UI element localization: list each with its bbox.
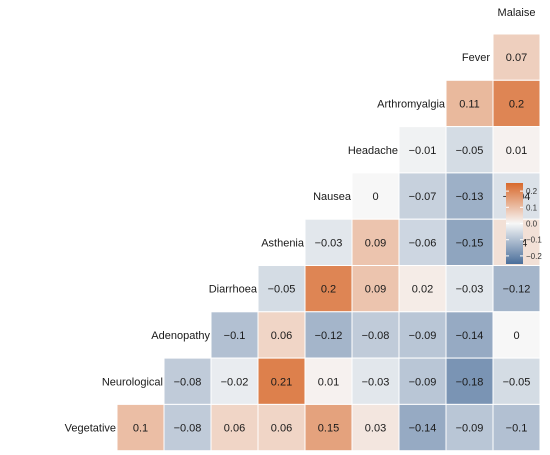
cell-value-label: −0.01 [409, 145, 437, 157]
legend-tick-label: 0.0 [526, 220, 538, 229]
cell-value-label: −0.12 [503, 284, 531, 296]
heatmap-cell [351, 403, 400, 452]
row-label-adenopathy: Adenopathy [151, 330, 210, 342]
heatmap-cell [445, 403, 494, 452]
row-labels: Fever Arthromyalgia Headache Nausea Asthenia… [65, 7, 536, 435]
cell-value-label: 0.2 [509, 98, 524, 110]
cell-value-label: −0.05 [456, 145, 484, 157]
cell-value-label: 0.01 [318, 376, 339, 388]
cell-value-label: 0 [372, 191, 378, 203]
cell-value-label: 0 [513, 330, 519, 342]
cell-value-label: −0.13 [456, 191, 484, 203]
heatmap-cell [445, 265, 494, 313]
cell-value-label: −0.06 [409, 237, 437, 249]
heatmap-cell [492, 265, 541, 313]
cell-value-label: −0.15 [456, 237, 484, 249]
cell-value-label: 0.11 [459, 98, 480, 110]
cell-value-label: −0.09 [456, 423, 484, 435]
heatmap-cell [398, 357, 447, 405]
cell-value-label: 0.06 [224, 423, 245, 435]
legend-tick-label: −0.1 [526, 236, 542, 245]
cell-value-label: −0.03 [456, 284, 484, 296]
row-label-headache: Headache [348, 145, 398, 157]
cell-value-label: −0.08 [174, 376, 202, 388]
cell-value-label: −0.03 [315, 237, 343, 249]
heatmap-cell [210, 311, 259, 359]
cell-value-label: −0.1 [506, 423, 528, 435]
heatmap-cell [492, 126, 541, 174]
cell-value-label: 0.2 [321, 284, 336, 296]
heatmap-cell [351, 218, 400, 266]
cell-value-label: −0.12 [315, 330, 343, 342]
row-label-arthromyalgia: Arthromyalgia [377, 98, 446, 110]
row-label-diarrhoea: Diarrhoea [209, 284, 258, 296]
cell-value-label: 0.01 [506, 145, 527, 157]
legend-tick-label: −0.2 [526, 252, 542, 261]
heatmap-cell [398, 403, 447, 452]
heatmap-cell [492, 79, 541, 128]
cell-value-label: −0.1 [224, 330, 246, 342]
cell-value-label: 0.06 [271, 330, 292, 342]
heatmap-cell [163, 357, 212, 405]
cell-value-label: 0.02 [412, 284, 433, 296]
heatmap-cell [492, 357, 541, 405]
heatmap-cell [163, 403, 212, 452]
heatmap-cells: 0.07 0.11 0.2 −0.01 −0.05 0.01 0 −0.07 −0.13 −0.0… [116, 33, 541, 452]
heatmap-cell [398, 218, 447, 266]
cell-value-label: 0.07 [506, 52, 527, 64]
cell-value-label: 0.09 [365, 284, 386, 296]
cell-value-label: 0.21 [271, 376, 292, 388]
heatmap-cell [398, 172, 447, 220]
cell-value-label: 0.15 [318, 423, 339, 435]
cell-value-label: −0.05 [268, 284, 296, 296]
heatmap-cell [492, 311, 541, 359]
cell-value-label: −0.14 [409, 423, 437, 435]
row-label-fever: Fever [462, 52, 490, 64]
cell-value-label: −0.09 [409, 376, 437, 388]
heatmap-cell [492, 33, 541, 81]
row-label-nausea: Nausea [313, 191, 352, 203]
heatmap-cell [398, 311, 447, 359]
row-label-vegetative: Vegetative [65, 423, 116, 435]
cell-value-label: 0.06 [271, 423, 292, 435]
top-label-malaise: Malaise [498, 7, 536, 19]
cell-value-label: −0.05 [503, 376, 531, 388]
cell-value-label: −0.02 [221, 376, 249, 388]
heatmap-cell [492, 403, 541, 452]
cell-value-label: −0.09 [409, 330, 437, 342]
cell-value-label: 0.1 [133, 423, 148, 435]
row-label-neurological: Neurological [102, 376, 163, 388]
legend-color-bar [506, 183, 523, 264]
cell-value-label: −0.08 [362, 330, 390, 342]
cell-value-label: −0.07 [409, 191, 437, 203]
heatmap-cell [445, 79, 494, 128]
cell-value-label: −0.14 [456, 330, 484, 342]
legend-tick-label: 0.2 [526, 187, 538, 196]
cell-value-label: 0.03 [365, 423, 386, 435]
color-legend: 0.2 0.1 0.0 −0.1 −0.2 [506, 183, 542, 264]
heatmap-cell [257, 403, 306, 452]
legend-tick-label: 0.1 [526, 203, 538, 212]
heatmap-cell [398, 265, 447, 313]
row-label-asthenia: Asthenia [261, 237, 305, 249]
heatmap-cell [304, 218, 353, 266]
heatmap-cell [445, 357, 494, 405]
cell-value-label: −0.03 [362, 376, 390, 388]
heatmap-cell [116, 403, 165, 452]
heatmap-cell [304, 311, 353, 359]
heatmap-cell [445, 218, 494, 266]
cell-value-label: −0.08 [174, 423, 202, 435]
cell-value-label: −0.18 [456, 376, 484, 388]
heatmap-cell [351, 265, 400, 313]
cell-value-label: 0.09 [365, 237, 386, 249]
heatmap-cell [210, 403, 259, 452]
